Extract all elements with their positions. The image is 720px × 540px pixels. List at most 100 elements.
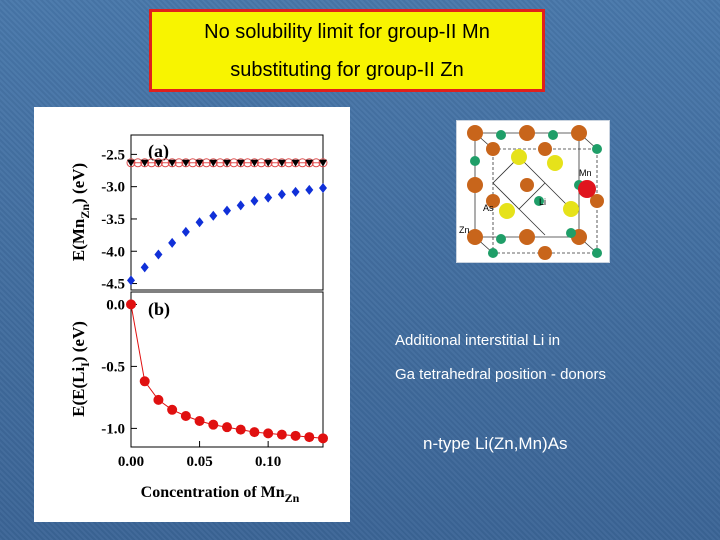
title-line-1: No solubility limit for group-II Mn xyxy=(204,21,490,43)
panel-a-point xyxy=(236,200,245,211)
li-label: Li xyxy=(539,197,546,207)
panel-b-point xyxy=(180,411,191,421)
panel-a-point xyxy=(133,158,143,168)
panel-b: (b) E(E(LiI) (eV) 0.0-0.5-1.0 0.00 0.05 0.… xyxy=(69,291,328,505)
panel-a-point xyxy=(168,237,177,248)
panel-b-ylabel: E(E(LiI) (eV) xyxy=(69,321,92,417)
zn-label: Zn xyxy=(459,225,470,235)
panel-b-point xyxy=(249,427,260,438)
panel-b-frame xyxy=(130,291,324,448)
panel-a-point xyxy=(291,186,300,197)
panel-a-ytick-label: -3.5 xyxy=(101,212,125,228)
mn-atom xyxy=(578,180,596,198)
panel-b-xtick-label: 0.05 xyxy=(186,454,212,470)
panel-a-point xyxy=(195,159,204,167)
panel-a-ylabel: E(MnZn) (eV) xyxy=(69,163,92,261)
panel-b-point xyxy=(222,422,232,433)
panel-a-point xyxy=(250,195,259,206)
panel-a-point xyxy=(229,158,239,168)
panel-b-series-line xyxy=(130,304,324,439)
note-line-1: Additional interstitial Li in xyxy=(395,332,561,349)
panel-b-xtick-label: 0.10 xyxy=(255,454,281,470)
panel-a-point xyxy=(223,159,231,167)
title-box: No solubility limit for group-II Mn subs… xyxy=(149,9,545,92)
panel-a-point xyxy=(264,159,273,167)
note-line-3: n-type Li(Zn,Mn)As xyxy=(423,434,568,453)
panel-b-ytick-label: -0.5 xyxy=(101,359,125,375)
panel-a-point xyxy=(305,184,314,195)
panel-a-point xyxy=(297,158,307,168)
panel-a-point xyxy=(168,159,177,167)
panel-b-point xyxy=(276,429,287,440)
panel-a-point xyxy=(236,159,245,167)
energy-figure: (a) E(MnZn) (eV) -2.5 -3.0 -3.5 -4.0 -4.5 (b… xyxy=(34,107,350,522)
panel-b-point xyxy=(126,299,136,310)
panel-a-point xyxy=(195,217,204,228)
panel-b-point xyxy=(167,404,178,415)
panel-a-point xyxy=(201,158,211,168)
panel-b-point xyxy=(263,428,274,439)
li-atoms xyxy=(470,130,602,258)
note-line-2: Ga tetrahedral position - donors xyxy=(395,366,606,383)
panel-a-point xyxy=(181,159,190,167)
panel-a-point xyxy=(188,158,198,168)
panel-a-point xyxy=(215,158,225,168)
panel-a-point xyxy=(174,158,184,168)
panel-a-point xyxy=(277,159,286,167)
panel-a-yticks: -2.5 -3.0 -3.5 -4.0 -4.5 xyxy=(101,147,137,293)
panel-a-point xyxy=(160,158,170,168)
panel-b-point xyxy=(290,430,301,441)
panel-a-point xyxy=(319,159,327,167)
panel-b-point xyxy=(235,424,246,435)
panel-b-point xyxy=(304,432,315,443)
panel-a-point xyxy=(284,158,294,168)
panel-a-point xyxy=(291,159,300,167)
panel-b-point xyxy=(318,433,328,444)
panel-a-ytick-label: -3.0 xyxy=(101,180,125,196)
crystal-structure-svg: Mn As Li Zn xyxy=(459,125,604,260)
as-label: As xyxy=(483,203,494,213)
panel-a-point xyxy=(256,158,266,168)
panel-b-point xyxy=(194,415,205,426)
panel-a-ytick-label: -2.5 xyxy=(101,147,125,163)
panel-b-ytick-label: 0.0 xyxy=(106,297,125,313)
panel-a-ytick-label: -4.5 xyxy=(101,277,125,293)
panel-a-ytick-label: -4.0 xyxy=(101,244,125,260)
panel-b-yticks: 0.0 -0.5 -1.0 xyxy=(101,297,137,437)
panel-a-point xyxy=(154,249,163,260)
panel-b-point xyxy=(139,376,150,387)
panel-a: (a) E(MnZn) (eV) -2.5 -3.0 -3.5 -4.0 -4.5 xyxy=(69,134,328,293)
panel-b-xlabel: Concentration of MnZn xyxy=(141,484,300,505)
panel-a-point xyxy=(181,226,190,237)
crystal-structure-diagram: Mn As Li Zn xyxy=(456,120,610,263)
panel-a-point xyxy=(319,182,327,193)
panel-b-label: (b) xyxy=(148,299,170,320)
panel-b-point xyxy=(208,419,219,430)
panel-b-ytick-label: -1.0 xyxy=(101,421,125,437)
panel-a-point xyxy=(127,275,135,286)
panel-a-marks xyxy=(126,158,328,286)
panel-b-point xyxy=(153,394,164,405)
panel-b-marks xyxy=(126,299,328,444)
panel-a-point xyxy=(223,205,231,216)
panel-a-point xyxy=(140,159,149,167)
panel-a-point xyxy=(140,262,149,273)
panel-a-point xyxy=(311,158,321,168)
panel-a-point xyxy=(305,159,314,167)
panel-a-point xyxy=(154,159,163,167)
mn-label: Mn xyxy=(579,168,592,178)
panel-a-point xyxy=(127,159,135,167)
panel-b-xtick-label: 0.00 xyxy=(118,454,144,470)
panel-a-point xyxy=(140,158,150,168)
panel-a-point xyxy=(250,159,259,167)
panel-b-xticks: 0.00 0.05 0.10 xyxy=(118,441,281,470)
title-line-2: substituting for group-II Zn xyxy=(230,59,464,81)
panel-a-point xyxy=(147,158,157,168)
panel-a-point xyxy=(270,158,280,168)
panel-a-frame xyxy=(130,134,324,291)
energy-chart-svg: (a) E(MnZn) (eV) -2.5 -3.0 -3.5 -4.0 -4.5 (b… xyxy=(69,134,328,505)
panel-a-point xyxy=(209,159,218,167)
panel-a-point xyxy=(277,189,286,200)
panel-a-point xyxy=(243,158,253,168)
panel-a-label: (a) xyxy=(148,141,169,162)
